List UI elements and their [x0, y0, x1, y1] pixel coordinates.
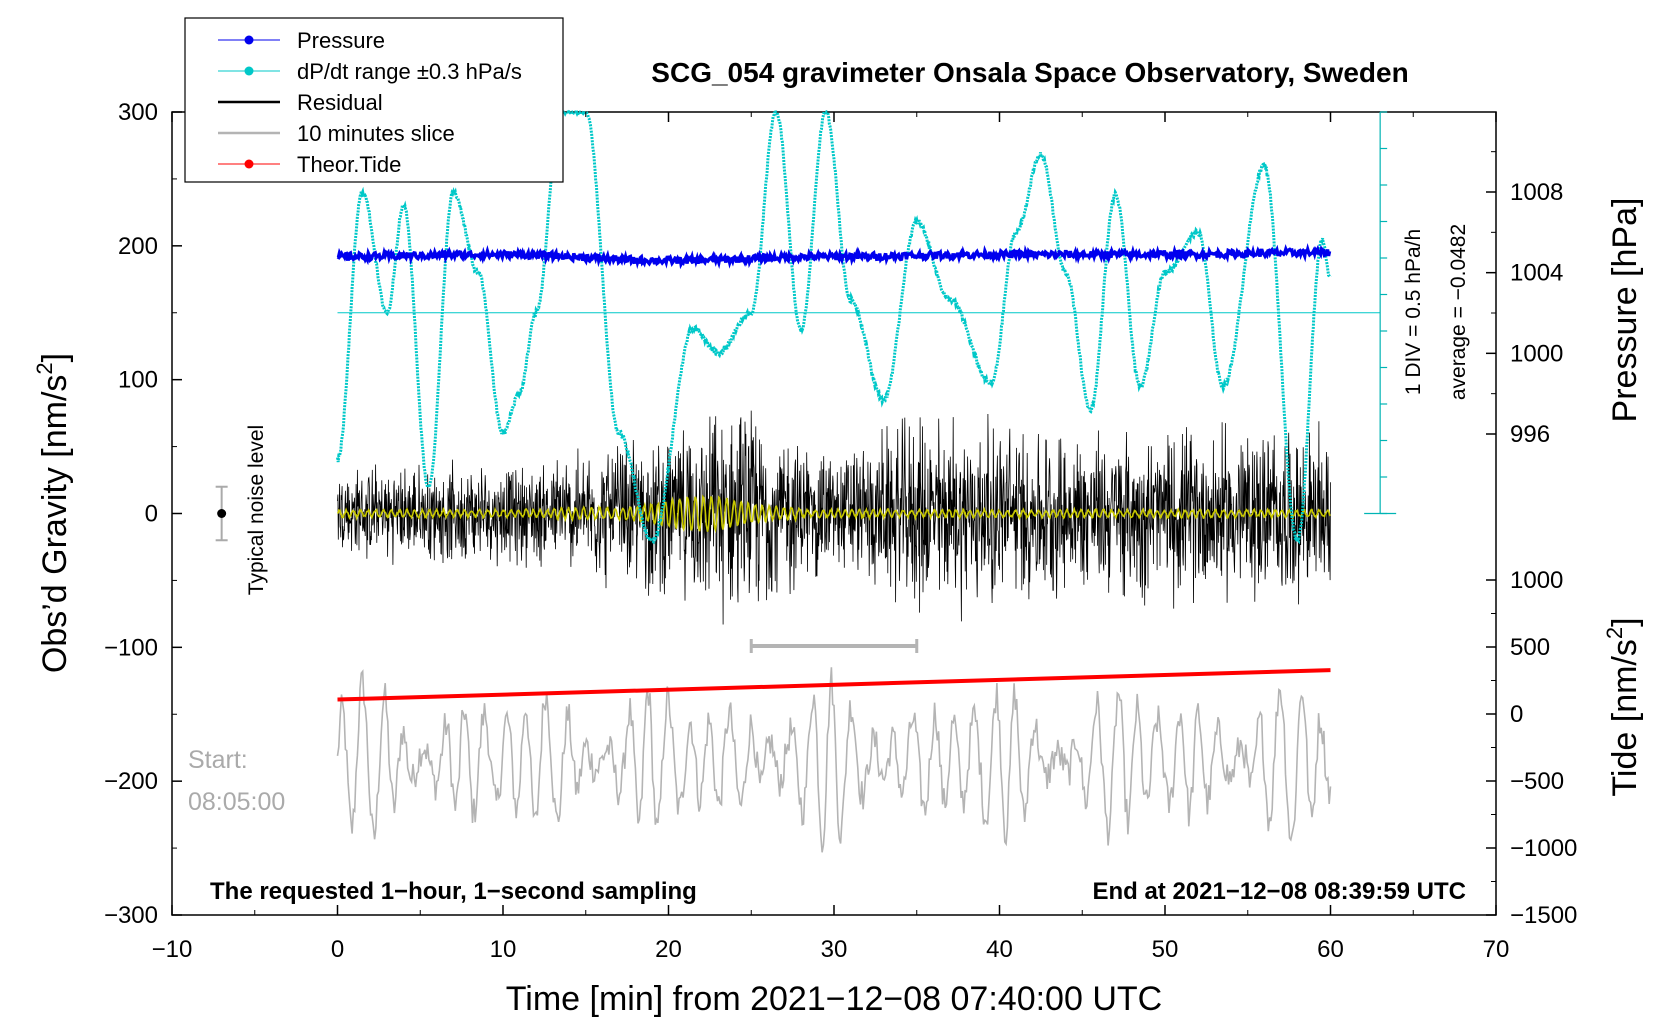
tide-tick-label: −500: [1510, 768, 1564, 795]
legend-box: [184, 17, 564, 183]
dpdt-scale-bar: [1364, 111, 1397, 515]
tide-tick-label: −1500: [1510, 902, 1577, 929]
y-axis-left-label: Obs’d Gravity [nm/s2]: [32, 353, 74, 673]
tide-tick-label: 500: [1510, 634, 1550, 661]
y-axis-tide-label-end: ]: [1606, 617, 1644, 626]
x-tick-label: 10: [490, 936, 517, 963]
legend-label: Pressure: [297, 28, 385, 53]
dpdt-line: [336, 109, 1332, 546]
x-tick-label: 40: [986, 936, 1013, 963]
pressure-tick-label: 1000: [1510, 340, 1563, 367]
y-tick-label: −300: [104, 902, 158, 929]
pressure-line: [336, 243, 1332, 270]
scale-div-label: 1 DIV = 0.5 hPa/h: [1402, 229, 1425, 395]
dpdt-series: [336, 109, 1381, 546]
start-time-label: 08:05:00: [188, 788, 285, 816]
noise-dot: [217, 509, 227, 518]
noise-level-label: Typical noise level: [245, 425, 268, 595]
legend-swatch-marker: [244, 66, 254, 76]
x-tick-label: 70: [1483, 936, 1510, 963]
residual-series: [337, 410, 1331, 625]
pressure-tick-label: 996: [1510, 421, 1550, 448]
y-axis-tide-label-sup: 2: [1602, 627, 1627, 639]
y-tick-label: 200: [118, 233, 158, 260]
legend-label: Theor.Tide: [297, 152, 401, 177]
y-axis-left-label-sup: 2: [32, 362, 57, 374]
legend-swatch-marker: [244, 159, 254, 169]
smoothed-line: [336, 494, 1331, 534]
y-axis-tide-label: Tide [nm/s2]: [1602, 617, 1644, 796]
y-axis-left-label-end: ]: [36, 353, 74, 362]
x-tick-label: 0: [331, 936, 344, 963]
noise-level-indicator: [215, 485, 228, 542]
slice-line: [336, 667, 1332, 853]
x-axis-label: Time [min] from 2021−12−08 07:40:00 UTC: [506, 980, 1162, 1018]
y-axis-tide-label-main: Tide [nm/s: [1606, 639, 1644, 796]
y-axis-left-ticks: 300 200 100 0 −100 −200 −300: [104, 99, 182, 929]
y-axis-left-label-main: Obs’d Gravity [nm/s: [36, 375, 74, 674]
legend-label: Residual: [297, 90, 383, 115]
tide-line: [337, 668, 1331, 702]
pressure-tick-label: 1008: [1510, 179, 1563, 206]
y-tick-label: 0: [145, 501, 158, 528]
requested-sampling-note: The requested 1−hour, 1−second sampling: [210, 878, 697, 905]
residual-line: [337, 410, 1331, 625]
start-label: Start:: [188, 746, 248, 774]
end-time-note: End at 2021−12−08 08:39:59 UTC: [1092, 878, 1466, 905]
tide-axis-ticks: 1000 500 0 −500 −1000 −1500: [1486, 567, 1577, 929]
slice-range-bracket: [749, 638, 919, 653]
theor-tide-series: [337, 668, 1331, 702]
average-label: average = −0.0482: [1447, 224, 1470, 400]
tide-tick-label: 1000: [1510, 567, 1563, 594]
pressure-series: [336, 243, 1332, 270]
x-tick-label: 60: [1317, 936, 1344, 963]
pressure-tick-label: 1004: [1510, 260, 1563, 287]
legend: Pressure dP/dt range ±0.3 hPa/s Residual 10…: [184, 17, 564, 183]
y-tick-label: −200: [104, 768, 158, 795]
y-tick-label: 100: [118, 367, 158, 394]
legend-label: 10 minutes slice: [297, 121, 455, 146]
residual-smoothed-series: [336, 494, 1331, 534]
ten-minute-slice-series: [336, 667, 1332, 853]
pressure-axis-ticks: 1008 1004 1000 996: [1486, 151, 1563, 448]
x-tick-label: 30: [821, 936, 848, 963]
y-tick-label: −100: [104, 634, 158, 661]
x-tick-label: 20: [655, 936, 682, 963]
x-tick-label: 50: [1152, 936, 1179, 963]
legend-label: dP/dt range ±0.3 hPa/s: [297, 59, 522, 84]
y-tick-label: 300: [118, 99, 158, 126]
chart-title: SCG_054 gravimeter Onsala Space Observat…: [651, 57, 1408, 88]
x-axis-ticks: −10 0 10 20 30 40 50 60 70: [152, 112, 1510, 963]
legend-swatch-marker: [244, 35, 254, 45]
tide-tick-label: 0: [1510, 701, 1523, 728]
y-axis-pressure-label: Pressure [hPa]: [1606, 198, 1644, 423]
tide-tick-label: −1000: [1510, 835, 1577, 862]
x-tick-label: −10: [152, 936, 193, 963]
